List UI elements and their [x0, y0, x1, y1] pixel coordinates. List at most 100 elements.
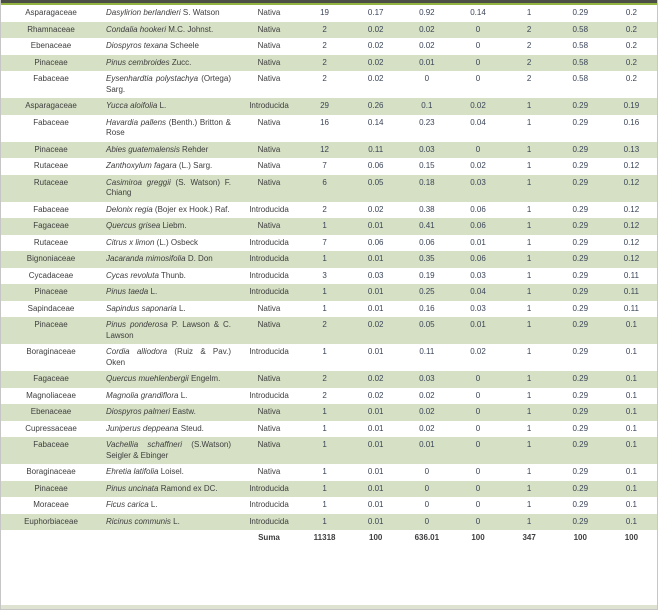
value-cell: 0.06: [367, 237, 384, 247]
species-scientific-name: Pinus cembroides: [106, 57, 170, 67]
value-cell: 0.29: [572, 483, 589, 493]
table-row: Pinaceae Pinus uncinata Ramond ex DC. Intr…: [1, 480, 657, 497]
value-cell: 0.12: [623, 221, 640, 230]
value-cell: 0.02: [470, 161, 486, 170]
value-cell: 0.29: [572, 303, 589, 313]
species-author: Steud.: [178, 423, 204, 433]
species-scientific-name: Pinus ponderosa: [106, 320, 168, 329]
family-cell: Pinaceae: [34, 144, 68, 154]
total-value-cell: 347: [522, 533, 536, 542]
value-cell: 0: [424, 516, 430, 526]
table-row: Rutaceae Zanthoxylum fagara (L.) Sarg. Nat…: [1, 158, 657, 175]
species-scientific-name: Quercus muehlenbergii: [106, 374, 189, 383]
value-cell: 0.29: [572, 117, 589, 127]
value-cell: 1: [526, 270, 532, 280]
table-row: Asparagaceae Yucca aloifolia L. Introducid…: [1, 98, 657, 115]
value-cell: 0.01: [367, 221, 384, 230]
species-scientific-name: Ricinus communis: [106, 516, 171, 526]
table-row: Rutaceae Citrus x limon (L.) Osbeck Introd…: [1, 235, 657, 252]
species-scientific-name: Havardia pallens: [106, 117, 167, 127]
value-cell: 0: [475, 407, 481, 416]
species-scientific-name: Pinus uncinata: [106, 483, 159, 493]
value-cell: 0.02: [470, 101, 486, 110]
species-author: L.: [148, 500, 158, 509]
family-cell: Bignoniaceae: [26, 254, 76, 263]
species-author: Engelm.: [188, 374, 221, 383]
species-author: Liebm.: [160, 221, 187, 230]
value-cell: 0.1: [625, 467, 637, 476]
value-cell: 0.38: [419, 204, 435, 214]
value-cell: 0.04: [470, 287, 486, 296]
table-row: Fabaceae Eysenhardtia polystachya (Ortega…: [1, 71, 657, 98]
value-cell: 0.01: [367, 407, 384, 416]
species-cell: Ficus carica L.: [101, 497, 239, 514]
value-cell: 0.02: [367, 390, 384, 400]
species-author: Scheele: [167, 41, 199, 50]
value-cell: 0.02: [367, 74, 384, 83]
species-scientific-name: Abies guatemalensis: [106, 144, 180, 154]
value-cell: 0.01: [367, 516, 384, 526]
species-scientific-name: Delonix regia: [106, 204, 153, 214]
value-cell: 0.02: [367, 41, 384, 50]
table-row: Fagaceae Quercus grisea Liebm. Nativa 1 0.01…: [1, 218, 657, 235]
family-cell: Asparagaceae: [25, 8, 77, 17]
value-cell: 2: [322, 390, 327, 400]
value-cell: 0.29: [572, 161, 589, 170]
value-cell: 0.05: [419, 320, 435, 329]
value-cell: 0.16: [623, 117, 640, 127]
family-cell: Pinaceae: [34, 320, 68, 329]
value-cell: 0.1: [625, 407, 637, 416]
species-author: (Ortega) Sarg.: [106, 74, 231, 94]
species-scientific-name: Sapindus saponaria: [106, 303, 177, 313]
value-cell: 0.29: [572, 254, 589, 263]
table-row: Cycadaceae Cycas revoluta Thunb. Introduci…: [1, 268, 657, 285]
value-cell: 2: [526, 57, 532, 67]
value-cell: 1: [322, 483, 327, 493]
value-cell: 1: [526, 101, 532, 110]
value-cell: 16: [320, 117, 330, 127]
value-cell: 0.29: [572, 144, 589, 154]
value-cell: 0.01: [367, 440, 384, 449]
value-cell: 0.1: [625, 500, 637, 509]
origin-cell: Introducida: [249, 270, 289, 280]
origin-cell: Nativa: [257, 177, 281, 187]
value-cell: 2: [526, 24, 532, 34]
value-cell: 0.29: [572, 101, 589, 110]
family-cell: Rutaceae: [33, 237, 69, 247]
value-cell: 0.01: [419, 440, 435, 449]
family-cell: Boraginaceae: [26, 467, 76, 476]
value-cell: 0.01: [367, 467, 384, 476]
species-author: D. Don: [185, 254, 213, 263]
species-cell: Delonix regia (Bojer ex Hook.) Raf.: [101, 202, 239, 219]
value-cell: 2: [322, 24, 327, 34]
value-cell: 0: [475, 483, 481, 493]
value-cell: 1: [526, 287, 532, 296]
species-cell: Diospyros palmeri Eastw.: [101, 404, 239, 421]
value-cell: 1: [526, 221, 532, 230]
species-scientific-name: Zanthoxylum fagara: [106, 161, 177, 170]
value-cell: 0.04: [470, 117, 486, 127]
value-cell: 0.01: [470, 237, 486, 247]
origin-cell: Introducida: [249, 347, 289, 356]
value-cell: 0.58: [572, 74, 589, 83]
value-cell: 0.03: [367, 270, 384, 280]
value-cell: 0.29: [572, 467, 589, 476]
value-cell: 0.14: [367, 117, 384, 127]
value-cell: 1: [526, 303, 532, 313]
species-scientific-name: Quercus grisea: [106, 221, 161, 230]
value-cell: 0.1: [625, 374, 637, 383]
species-cell: Yucca aloifolia L.: [101, 98, 239, 115]
value-cell: 0.02: [470, 347, 486, 356]
species-scientific-name: Cordia alliodora: [106, 347, 168, 356]
value-cell: 0.29: [572, 407, 589, 416]
value-cell: 1: [322, 221, 327, 230]
value-cell: 0.19: [623, 101, 640, 110]
value-cell: 0.29: [572, 500, 589, 509]
value-cell: 0: [475, 390, 481, 400]
value-cell: 0.19: [419, 270, 435, 280]
value-cell: 1: [526, 483, 532, 493]
species-cell: Pinus cembroides Zucc.: [101, 55, 239, 72]
value-cell: 0.1: [625, 516, 637, 526]
value-cell: 0.02: [419, 423, 435, 433]
